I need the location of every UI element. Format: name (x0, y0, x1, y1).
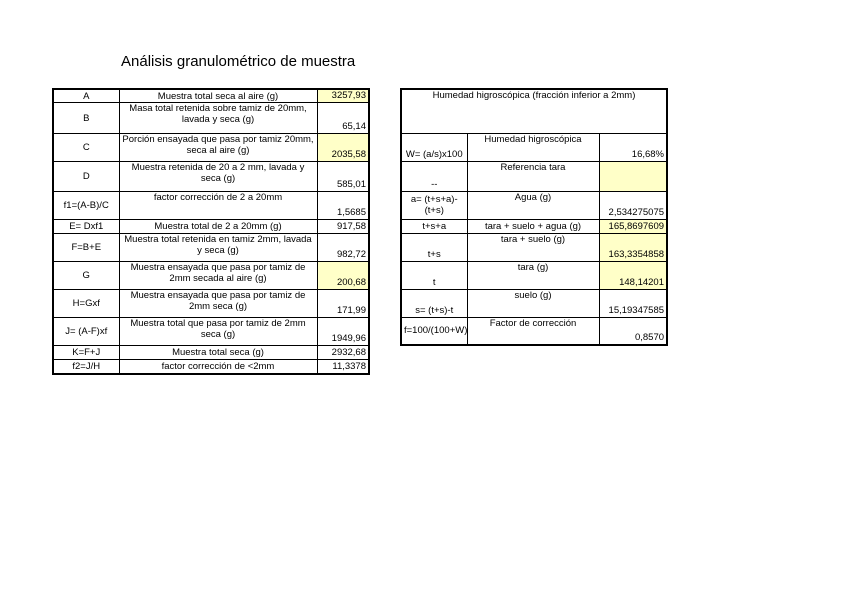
row-value[interactable]: 917,58 (316, 219, 370, 234)
row-symbol: G (52, 261, 120, 290)
row-symbol: D (52, 161, 120, 192)
row-description: Muestra total que pasa por tamiz de 2mm … (118, 317, 318, 346)
row-description: Agua (g) (466, 190, 600, 220)
row-description: tara + suelo + agua (g) (466, 218, 600, 234)
row-symbol: t+s+a (400, 218, 468, 234)
row-symbol: f=100/(100+W) (400, 316, 468, 346)
row-value[interactable] (598, 160, 668, 192)
row-symbol: s= (t+s)-t (400, 288, 468, 318)
table-row: A Muestra total seca al aire (g) 3257,93 (52, 88, 370, 103)
row-description: tara + suelo (g) (466, 232, 600, 262)
page-title: Análisis granulométrico de muestra (121, 53, 356, 70)
table-row: C Porción ensayada que pasa por tamiz 20m… (52, 133, 370, 162)
row-symbol: a= (t+s+a)-(t+s) (400, 190, 468, 220)
row-value[interactable]: 2035,58 (316, 133, 370, 162)
table-row: F=B+E Muestra total retenida en tamiz 2mm… (52, 233, 370, 262)
row-symbol: A (52, 88, 120, 103)
row-value[interactable]: 3257,93 (316, 88, 370, 103)
row-description: factor corrección de <2mm (118, 359, 318, 374)
row-value[interactable]: 171,99 (316, 289, 370, 318)
table-row: f=100/(100+W) Factor de corrección 0,8570 (400, 316, 668, 346)
row-value[interactable]: 2,534275075 (598, 190, 668, 220)
row-description: suelo (g) (466, 288, 600, 318)
row-value[interactable]: 163,3354858 (598, 232, 668, 262)
table-row: B Masa total retenida sobre tamiz de 20mm… (52, 102, 370, 134)
table-row: f2=J/H factor corrección de <2mm 11,3378 (52, 359, 370, 374)
table-row: E= Dxf1 Muestra total de 2 a 20mm (g) 917,… (52, 219, 370, 234)
row-value[interactable]: 2932,68 (316, 345, 370, 360)
row-symbol: J= (A-F)xf (52, 317, 120, 346)
row-description: Muestra total seca (g) (118, 345, 318, 360)
table-row: W= (a/s)x100 Humedad higroscópica 16,68% (400, 132, 668, 162)
row-description: tara (g) (466, 260, 600, 290)
row-description: Muestra total retenida en tamiz 2mm, lav… (118, 233, 318, 262)
row-value[interactable]: 1,5685 (316, 191, 370, 220)
table-row: -- Referencia tara (400, 160, 668, 192)
row-symbol: W= (a/s)x100 (400, 132, 468, 162)
row-symbol: t (400, 260, 468, 290)
granulometry-table: A Muestra total seca al aire (g) 3257,93 B M… (52, 88, 370, 375)
row-symbol: C (52, 133, 120, 162)
row-description: Factor de corrección (466, 316, 600, 346)
humidity-header: Humedad higroscópica (fracción inferior … (400, 88, 668, 134)
row-value[interactable]: 65,14 (316, 102, 370, 134)
row-symbol: t+s (400, 232, 468, 262)
row-value[interactable]: 11,3378 (316, 359, 370, 374)
row-symbol: -- (400, 160, 468, 192)
table-row: D Muestra retenida de 20 a 2 mm, lavada y… (52, 161, 370, 192)
row-value[interactable]: 585,01 (316, 161, 370, 192)
row-description: Humedad higroscópica (466, 132, 600, 162)
row-value[interactable]: 148,14201 (598, 260, 668, 290)
row-description: Muestra total seca al aire (g) (118, 88, 318, 103)
row-value[interactable]: 200,68 (316, 261, 370, 290)
row-value[interactable]: 0,8570 (598, 316, 668, 346)
row-symbol: K=F+J (52, 345, 120, 360)
humidity-header-row: Humedad higroscópica (fracción inferior … (400, 88, 668, 134)
table-row: s= (t+s)-t suelo (g) 15,19347585 (400, 288, 668, 318)
row-symbol: H=Gxf (52, 289, 120, 318)
table-row: H=Gxf Muestra ensayada que pasa por tamiz… (52, 289, 370, 318)
table-row: f1=(A-B)/C factor corrección de 2 a 20mm 1… (52, 191, 370, 220)
table-row: t+s+a tara + suelo + agua (g) 165,8697609 (400, 218, 668, 234)
row-symbol: f2=J/H (52, 359, 120, 374)
row-description: Referencia tara (466, 160, 600, 192)
row-value[interactable]: 16,68% (598, 132, 668, 162)
row-description: Masa total retenida sobre tamiz de 20mm,… (118, 102, 318, 134)
row-description: Porción ensayada que pasa por tamiz 20mm… (118, 133, 318, 162)
table-row: K=F+J Muestra total seca (g) 2932,68 (52, 345, 370, 360)
row-description: Muestra total de 2 a 20mm (g) (118, 219, 318, 234)
row-value[interactable]: 165,8697609 (598, 218, 668, 234)
table-row: t tara (g) 148,14201 (400, 260, 668, 290)
row-symbol: F=B+E (52, 233, 120, 262)
row-description: factor corrección de 2 a 20mm (118, 191, 318, 220)
row-description: Muestra ensayada que pasa por tamiz de 2… (118, 289, 318, 318)
table-row: t+s tara + suelo (g) 163,3354858 (400, 232, 668, 262)
table-row: a= (t+s+a)-(t+s) Agua (g) 2,534275075 (400, 190, 668, 220)
row-description: Muestra retenida de 20 a 2 mm, lavada y … (118, 161, 318, 192)
table-row: G Muestra ensayada que pasa por tamiz de … (52, 261, 370, 290)
row-symbol: E= Dxf1 (52, 219, 120, 234)
table-row: J= (A-F)xf Muestra total que pasa por tam… (52, 317, 370, 346)
row-value[interactable]: 982,72 (316, 233, 370, 262)
row-value[interactable]: 15,19347585 (598, 288, 668, 318)
row-value[interactable]: 1949,96 (316, 317, 370, 346)
humidity-table: Humedad higroscópica (fracción inferior … (400, 88, 669, 346)
row-symbol: B (52, 102, 120, 134)
row-description: Muestra ensayada que pasa por tamiz de 2… (118, 261, 318, 290)
row-symbol: f1=(A-B)/C (52, 191, 120, 220)
